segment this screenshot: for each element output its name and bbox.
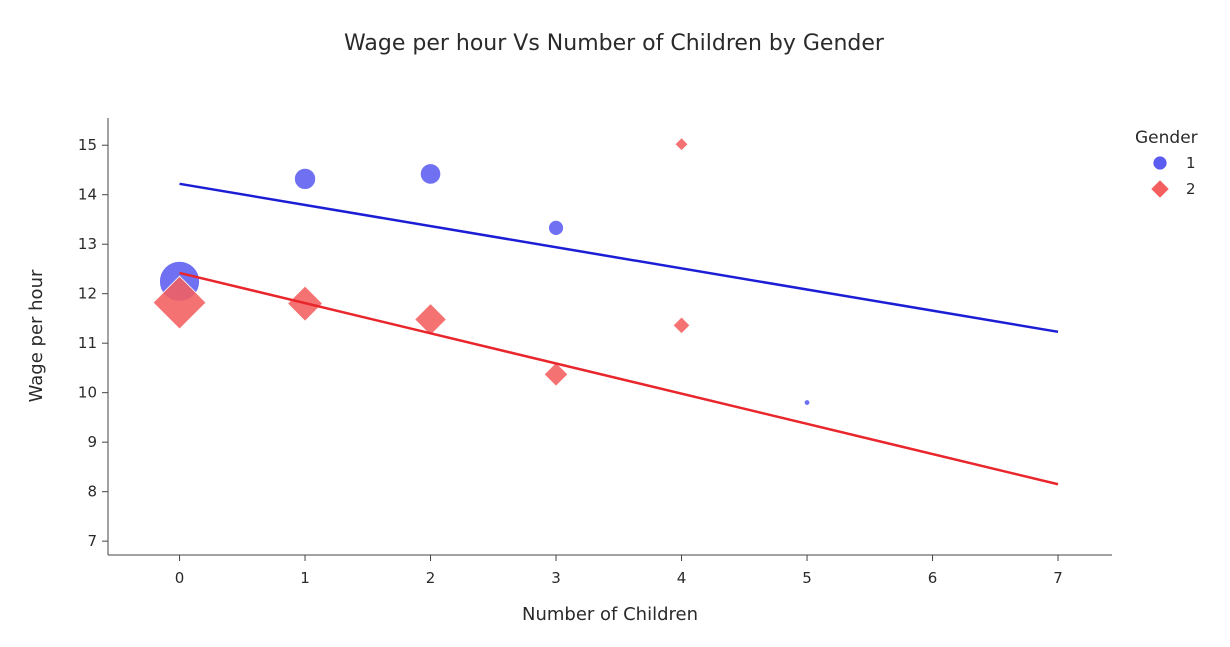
y-tick-label: 13 (78, 235, 97, 253)
legend-marker-2 (1150, 179, 1170, 199)
y-tick-label: 15 (78, 136, 97, 154)
y-tick-label: 12 (78, 285, 97, 303)
series-1-point (803, 399, 811, 406)
series-2-point (672, 316, 691, 335)
legend-title: Gender (1135, 128, 1198, 148)
x-tick-label: 6 (928, 569, 938, 587)
series-1-point (419, 163, 442, 185)
y-tick-label: 7 (87, 532, 97, 550)
series-2-point (152, 275, 207, 330)
series-1-point (548, 219, 564, 236)
x-tick-label: 4 (677, 569, 687, 587)
chart-title: Wage per hour Vs Number of Children by G… (344, 31, 885, 56)
x-tick-label: 2 (426, 569, 436, 587)
series-2-trendline (179, 271, 1059, 486)
x-axis-title: Number of Children (522, 604, 698, 625)
legend-label-1: 1 (1186, 154, 1196, 172)
series-1-point (294, 167, 317, 190)
legend-marker-1 (1152, 155, 1168, 171)
y-tick-label: 9 (87, 433, 97, 451)
legend: Gender 1 2 (1135, 128, 1198, 199)
y-tick-label: 10 (78, 384, 97, 402)
x-tick-label: 0 (175, 569, 185, 587)
x-tick-label: 1 (300, 569, 310, 587)
y-tick-label: 11 (78, 334, 97, 352)
x-tick-label: 7 (1053, 569, 1063, 587)
y-axis-title: Wage per hour (26, 269, 47, 402)
series-2-point (414, 303, 447, 336)
series-2-point (674, 137, 689, 152)
series-2-point (543, 361, 569, 387)
series-1-trendline (179, 182, 1059, 334)
legend-label-2: 2 (1186, 180, 1196, 198)
y-tick-label: 14 (78, 186, 97, 204)
x-tick-label: 5 (802, 569, 812, 587)
x-tick-label: 3 (551, 569, 561, 587)
y-tick-label: 8 (87, 483, 97, 501)
